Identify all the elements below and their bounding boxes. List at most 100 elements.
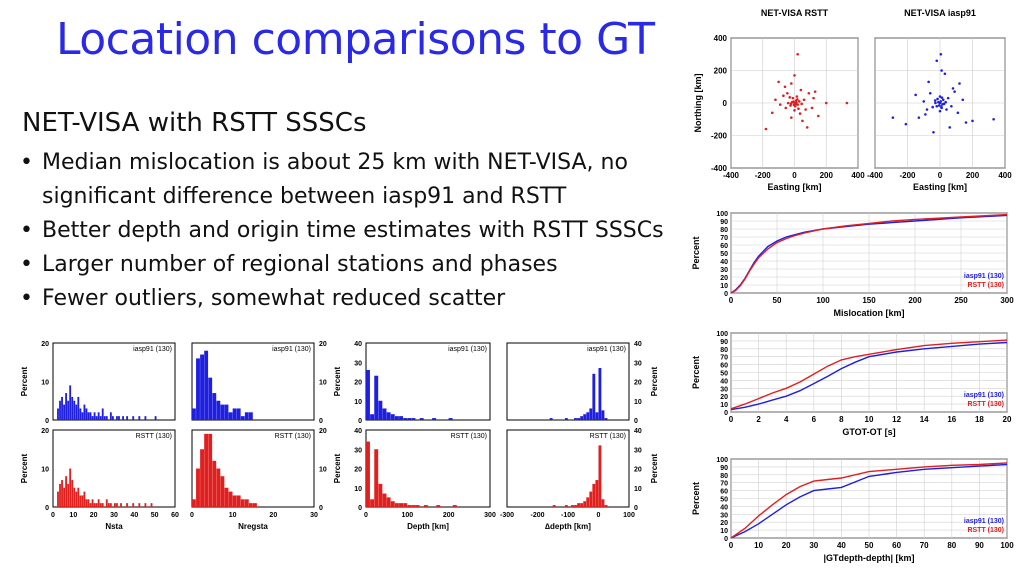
scatter-point [770, 111, 774, 115]
histogram-bar [386, 497, 391, 507]
histogram-bar [216, 468, 221, 507]
histogram-bar [93, 412, 96, 420]
scatter-point [793, 101, 796, 105]
y-tick-label: 30 [634, 447, 642, 454]
scatter-point [789, 104, 792, 107]
histogram-bar [116, 503, 118, 507]
y-tick-label: 0 [319, 418, 323, 425]
plot-frame [874, 37, 1006, 169]
y-tick-label: 10 [354, 399, 362, 406]
x-tick-label: 4 [784, 415, 789, 424]
histogram-bar [63, 487, 65, 507]
x-tick-label: 0 [729, 541, 734, 550]
scatter-point [941, 103, 944, 106]
y-axis-label: Percent [20, 366, 29, 396]
histogram-bar [65, 476, 68, 507]
histogram-bar [595, 480, 599, 507]
y-tick-label: 20 [354, 380, 362, 387]
x-tick-label: 50 [151, 512, 159, 519]
histogram-bar [192, 408, 196, 420]
scatter-point [938, 101, 942, 105]
y-tick-label: 10 [634, 486, 642, 493]
x-tick-label: 10 [865, 415, 874, 424]
scatter-point [810, 106, 814, 110]
y-tick-label: 400 [714, 34, 728, 43]
y-tick-label: 30 [634, 360, 642, 367]
histogram-bar [138, 416, 141, 420]
y-tick-label: 100 [716, 457, 728, 464]
histogram-bar [196, 468, 200, 507]
histogram-bar [67, 400, 70, 420]
plot-frame [730, 458, 1008, 539]
x-tick-label: 100 [816, 296, 830, 305]
bullet-item: • Larger number of regional stations and … [18, 248, 698, 282]
histogram-bar [57, 491, 59, 507]
histogram-bar [366, 369, 370, 420]
x-tick-label: 60 [892, 541, 901, 550]
scatter-point [777, 80, 780, 84]
histogram-bar [192, 499, 196, 507]
histogram-bar [120, 503, 122, 507]
bullet-text: Median mislocation is about 25 km with N… [42, 150, 628, 209]
x-tick-label: 100 [401, 512, 413, 519]
x-tick-label: 2 [756, 415, 761, 424]
x-axis-label: Nsta [105, 522, 123, 531]
scatter-point [804, 108, 807, 111]
x-tick-label: 16 [947, 415, 956, 424]
scatter-point [778, 103, 782, 106]
y-tick-label: 10 [634, 399, 642, 406]
histogram-bar [87, 499, 90, 507]
histogram-bar [138, 503, 141, 507]
histogram-bar [79, 495, 82, 507]
plot-frame [52, 342, 176, 421]
histogram-bar [89, 412, 92, 420]
scatter-point [950, 104, 953, 108]
series-line [730, 463, 1008, 539]
x-tick-label: 200 [820, 171, 834, 180]
y-axis-label: Percent [650, 366, 659, 396]
histogram-bar [208, 377, 213, 420]
plot-frame [365, 342, 491, 421]
histogram-bar [224, 487, 229, 507]
scatter-point [914, 93, 917, 97]
histogram-bar [552, 505, 556, 507]
y-tick-label: 0 [358, 418, 362, 425]
scatter-point [939, 100, 943, 103]
scatter-point [928, 91, 932, 95]
histogram-bar [101, 408, 104, 420]
y-tick-label: 50 [720, 497, 728, 504]
plot-frame [730, 37, 859, 169]
y-tick-label: 40 [354, 341, 362, 348]
scatter-point [927, 80, 930, 84]
histogram-bar [592, 373, 596, 420]
histogram-bar [91, 416, 94, 420]
histogram-bar [248, 503, 253, 507]
x-tick-label: 0 [792, 171, 797, 180]
x-tick-label: 0 [729, 296, 734, 305]
scatter-point [935, 104, 939, 108]
y-tick-label: 40 [354, 428, 362, 435]
y-tick-label: 0 [319, 505, 323, 512]
scatter-point [992, 117, 995, 121]
histogram-bar [423, 505, 428, 507]
y-tick-label: 20 [319, 341, 327, 348]
x-tick-label: 100 [1000, 541, 1014, 550]
scatter-point [794, 102, 798, 106]
histogram-bar [370, 414, 375, 420]
legend-label: RSTT (130) [967, 401, 1004, 408]
scatter-point [813, 90, 817, 93]
y-tick-label: 0 [723, 99, 728, 108]
histogram-bar [564, 505, 568, 507]
scatter-point [788, 96, 792, 99]
scatter-point [817, 114, 820, 118]
histogram-bar [583, 414, 587, 420]
scatter-point [796, 103, 799, 106]
histogram-bar [571, 505, 574, 507]
scatter-point [812, 96, 815, 100]
histogram-bar [232, 495, 237, 507]
section-heading: NET-VISA with RSTT SSSCs [22, 108, 367, 138]
histogram-bar [601, 499, 605, 507]
scatter-point [789, 102, 793, 105]
x-tick-label: -200 [899, 171, 916, 180]
histogram-bar [586, 412, 590, 420]
